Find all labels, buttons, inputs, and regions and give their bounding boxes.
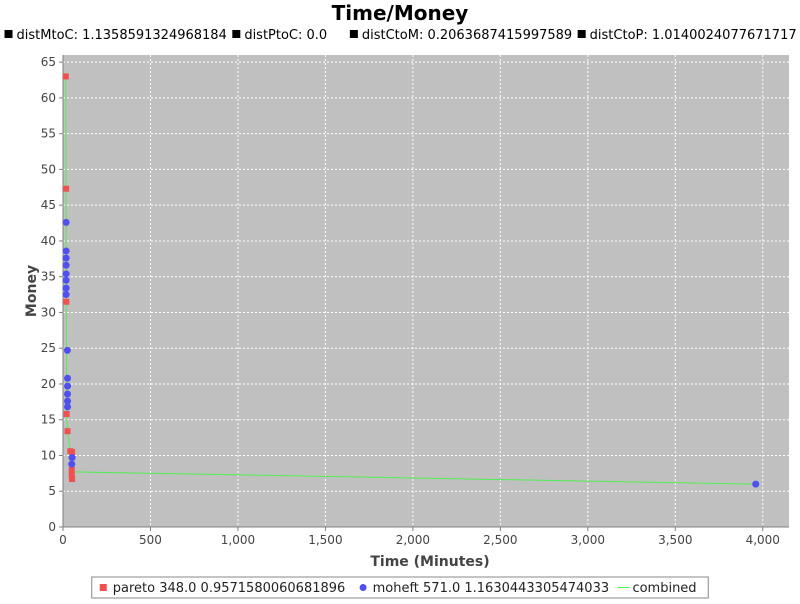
pareto-point: [68, 466, 75, 473]
moheft-point: [62, 261, 70, 269]
y-tick-label: 40: [41, 234, 56, 248]
y-tick-label: 35: [41, 270, 56, 284]
y-tick-label: 45: [41, 198, 56, 212]
x-tick-label: 3,000: [571, 533, 605, 547]
subtitle-metrics: distMtoC: 1.1358591324968184 distPtoC: 0.…: [4, 28, 797, 43]
pareto-point: [63, 298, 70, 305]
plot-area: [63, 55, 789, 527]
subtitle-marker-icon: [577, 30, 586, 38]
series-marks: [62, 73, 760, 488]
x-tick-label: 500: [139, 533, 162, 547]
moheft-point: [64, 382, 72, 390]
moheft-point: [68, 460, 76, 468]
y-tick-label: 20: [41, 377, 56, 391]
y-tick-label: 65: [41, 55, 56, 69]
moheft-point: [64, 397, 72, 405]
x-tick-label: 3,500: [658, 533, 692, 547]
y-tick-label: 50: [41, 162, 56, 176]
legend-square-icon: [99, 584, 107, 591]
moheft-point: [62, 284, 70, 292]
axes: 0 5 10 15 20 25 30 35 40 45 50 55 60 65 0 500 1,000 1,500…: [41, 55, 789, 547]
pareto-point: [63, 411, 70, 418]
subtitle-item: distCtoM: 0.2063687415997589: [362, 28, 572, 43]
x-axis-label: Time (Minutes): [370, 554, 489, 570]
y-tick-label: 60: [41, 91, 56, 105]
legend-label: moheft 571.0 1.1630443305474033: [373, 581, 610, 596]
subtitle-item: distPtoC: 0.0: [244, 28, 327, 43]
moheft-point: [63, 346, 71, 354]
moheft-point: [752, 480, 760, 488]
moheft-point: [62, 291, 70, 299]
pareto-point: [64, 428, 71, 435]
x-tick-label: 2,500: [483, 533, 517, 547]
x-tick-label: 0: [59, 533, 67, 547]
x-tick-label: 4,000: [746, 533, 780, 547]
moheft-point: [64, 403, 72, 411]
chart-title: Time/Money: [332, 1, 469, 25]
y-tick-label: 25: [41, 341, 56, 355]
pareto-point: [62, 73, 69, 80]
subtitle-marker-icon: [232, 30, 241, 38]
moheft-point: [64, 374, 72, 382]
subtitle-marker-icon: [349, 30, 358, 38]
y-tick-label: 30: [41, 305, 56, 319]
pareto-point: [63, 185, 70, 192]
legend-label: combined: [632, 581, 696, 596]
pareto-point: [69, 448, 76, 455]
moheft-point: [62, 270, 70, 278]
subtitle-item: distMtoC: 1.1358591324968184: [17, 28, 227, 43]
y-tick-label: 55: [41, 127, 56, 141]
legend: pareto 348.0 0.9571580060681896 moheft 57…: [91, 576, 709, 599]
y-tick-label: 5: [48, 484, 56, 498]
y-tick-label: 15: [41, 413, 56, 427]
x-tick-label: 1,500: [308, 533, 342, 547]
x-tick-label: 1,000: [221, 533, 255, 547]
subtitle-marker-icon: [4, 30, 13, 38]
moheft-point: [62, 247, 70, 255]
moheft-point: [64, 390, 72, 398]
subtitle-item: distCtoP: 1.0140024077671717: [590, 28, 797, 43]
pareto-point: [68, 472, 75, 479]
x-tick-label: 2,000: [396, 533, 430, 547]
legend-circle-icon: [359, 584, 367, 591]
y-axis-label: Money: [24, 265, 40, 317]
moheft-point: [62, 276, 70, 284]
moheft-point: [62, 218, 70, 226]
pareto-point: [69, 476, 76, 483]
grid-lines: [63, 55, 789, 527]
legend-label: pareto 348.0 0.9571580060681896: [113, 581, 346, 596]
moheft-point: [62, 254, 70, 262]
legend-box: [91, 576, 709, 599]
y-tick-label: 0: [48, 520, 56, 534]
y-tick-label: 10: [41, 448, 56, 462]
moheft-point: [68, 454, 76, 462]
